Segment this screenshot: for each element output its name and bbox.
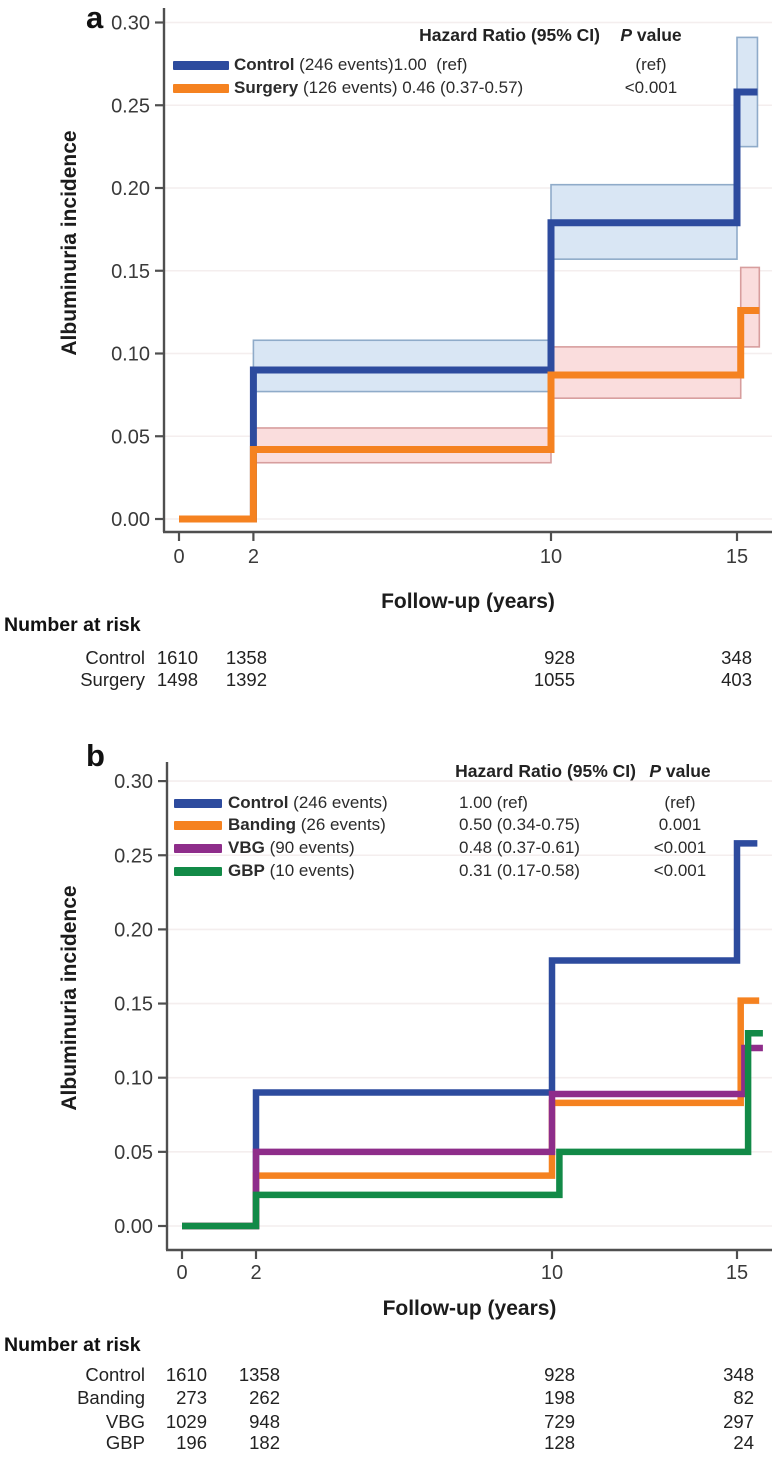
y-tick-label: 0.15	[111, 261, 150, 283]
x-tick-label: 2	[250, 1262, 261, 1284]
chart-a: 0.00 0.05 0.10 0.15 0.20 0.25 0.30 0 2 10 15 Albumi…	[58, 8, 772, 612]
y-tick-label: 0.15	[114, 994, 153, 1016]
y-axis-title: Albuminuria incidence	[58, 130, 81, 355]
risk-row-label: Control	[85, 647, 145, 668]
y-tick-label: 0.05	[111, 426, 150, 448]
risk-row-surgery: Surgery 1498 1392 1055 403	[0, 669, 777, 690]
x-tick-label: 2	[248, 546, 259, 568]
risk-row-label: Banding	[77, 1387, 145, 1408]
x-tick-label: 15	[726, 1262, 748, 1284]
risk-row-label: GBP	[105, 1432, 145, 1453]
risk-value: 24	[733, 1432, 754, 1453]
y-tick-label: 0.05	[114, 1142, 153, 1164]
panel-b-letter: b	[86, 738, 105, 773]
risk-value: 948	[249, 1411, 280, 1432]
risk-value: 1610	[165, 1364, 207, 1385]
x-tick-label: 0	[173, 546, 184, 568]
risk-row-label: Surgery	[80, 669, 145, 690]
x-tick-label: 10	[540, 546, 562, 568]
y-tick-label: 0.25	[114, 845, 153, 867]
ci-band-control	[252, 36, 759, 393]
risk-value: 348	[723, 1364, 754, 1385]
series-line-vbg	[182, 1044, 763, 1230]
x-axis-title: Follow-up (years)	[383, 1297, 557, 1320]
number-at-risk-title: Number at risk	[4, 614, 141, 636]
risk-value: 196	[176, 1432, 207, 1453]
risk-row-label: VBG	[105, 1411, 145, 1432]
x-tick-label: 10	[541, 1262, 563, 1284]
x-tick-label: 0	[176, 1262, 187, 1284]
risk-value: 928	[544, 1364, 575, 1385]
x-axis-title: Follow-up (years)	[381, 590, 555, 612]
ci-segment	[252, 427, 552, 464]
series-line-surgery	[179, 306, 760, 523]
y-tick-label: 0.30	[111, 13, 150, 35]
ci-segment	[252, 339, 552, 393]
risk-value: 403	[721, 669, 752, 690]
risk-row-label: Control	[85, 1364, 145, 1385]
risk-value: 262	[249, 1387, 280, 1408]
risk-value: 1498	[156, 669, 198, 690]
risk-value: 297	[723, 1411, 754, 1432]
risk-row-gbp: GBP 196 182 128 24	[0, 1432, 777, 1453]
y-tick-label: 0.20	[114, 919, 153, 941]
risk-row-control: Control 1610 1358 928 348	[0, 1364, 777, 1385]
risk-value: 182	[249, 1432, 280, 1453]
y-tick-label: 0.20	[111, 178, 150, 200]
risk-value: 348	[721, 647, 752, 668]
risk-value: 1358	[225, 647, 267, 668]
series-line-gbp	[182, 1029, 763, 1230]
risk-row-vbg: VBG 1029 948 729 297	[0, 1411, 777, 1432]
risk-value: 928	[544, 647, 575, 668]
risk-value: 82	[733, 1387, 754, 1408]
series-line-control	[182, 840, 758, 1230]
chart-b: 0.00 0.05 0.10 0.15 0.20 0.25 0.30 0 2 10 15 Albumi…	[58, 762, 772, 1320]
x-tick-label: 15	[726, 546, 748, 568]
risk-row-control: Control 1610 1358 928 348	[0, 647, 777, 668]
risk-value: 1358	[238, 1364, 280, 1385]
y-tick-label: 0.00	[111, 509, 150, 531]
risk-value: 729	[544, 1411, 575, 1432]
y-tick-label: 0.30	[114, 771, 153, 793]
y-tick-label: 0.25	[111, 95, 150, 117]
risk-value: 1610	[156, 647, 198, 668]
risk-row-banding: Banding 273 262 198 82	[0, 1387, 777, 1408]
y-tick-label: 0.00	[114, 1216, 153, 1238]
risk-value: 1055	[533, 669, 575, 690]
panel-a-letter: a	[86, 0, 104, 35]
risk-value: 273	[176, 1387, 207, 1408]
number-at-risk-title: Number at risk	[4, 1334, 141, 1356]
y-tick-label: 0.10	[114, 1068, 153, 1090]
risk-value: 1029	[165, 1411, 207, 1432]
risk-value: 128	[544, 1432, 575, 1453]
risk-value: 1392	[225, 669, 267, 690]
y-axis-title: Albuminuria incidence	[58, 885, 81, 1110]
risk-value: 198	[544, 1387, 575, 1408]
y-tick-label: 0.10	[111, 344, 150, 366]
